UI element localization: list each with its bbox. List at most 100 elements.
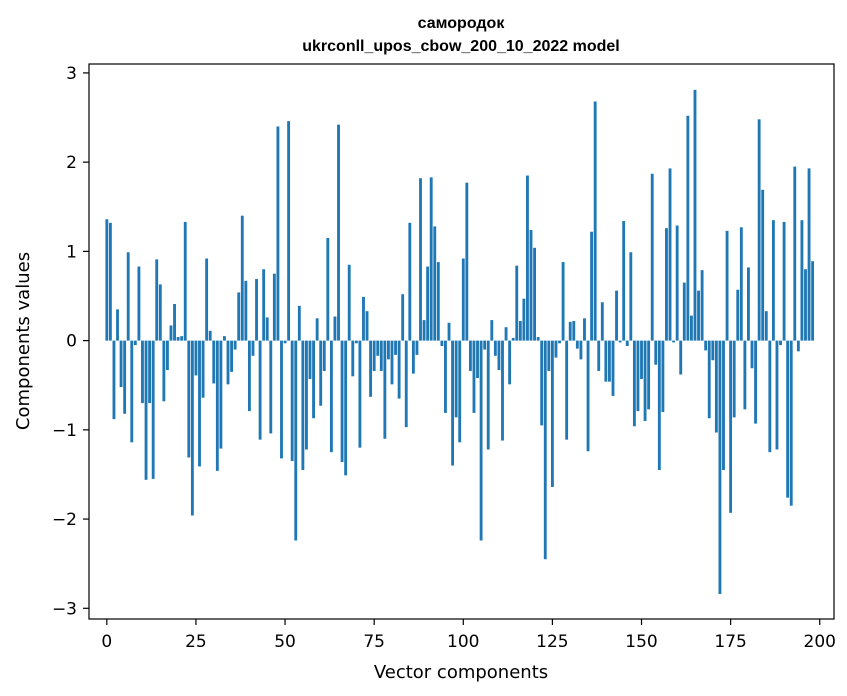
bar [600,302,604,341]
bar [590,231,594,341]
bar [761,189,765,341]
bar [223,336,226,341]
bar [194,340,198,376]
bar [697,290,700,341]
bar [148,340,152,404]
bar [280,340,283,459]
bar [247,340,251,412]
bar [732,340,736,418]
bar [583,318,586,341]
bar [283,340,287,344]
bar [169,325,173,341]
bar [572,320,576,341]
bar [554,340,558,358]
bar [251,340,255,356]
bar [444,340,447,413]
bar [198,340,201,467]
bar [294,340,298,541]
bar [654,340,658,365]
bar [497,340,501,371]
bar [419,178,422,341]
bar-series [105,89,815,595]
bar [650,173,654,341]
y-axis: −3 −2 −1 0 1 2 3 [52,64,89,619]
bar [133,340,137,346]
bar [315,318,319,341]
bar [536,337,540,341]
x-axis-label: Vector components [374,662,548,683]
bar [490,320,494,341]
y-tick-label: −3 [52,599,77,619]
bar [526,175,529,341]
y-tick-label: −2 [52,510,77,530]
bar [372,340,376,371]
bar [226,340,230,385]
bar [518,320,522,341]
bar [447,322,451,341]
bar [579,340,583,360]
bar [436,262,440,341]
bar [707,340,711,419]
bar [219,340,223,449]
bar [722,340,725,470]
bar [458,340,462,443]
bar [433,226,437,341]
bar [750,340,754,369]
bar [711,340,715,361]
bar [262,269,266,341]
bar [561,262,565,341]
bar [411,340,415,374]
bar [804,269,807,341]
bar [657,340,661,470]
bar [486,340,490,450]
bar [643,340,647,421]
bar [661,340,665,412]
bar [693,89,697,341]
y-tick-label: 1 [66,242,77,262]
x-tick-label: 150 [625,632,657,652]
bar [800,220,804,341]
bar [408,222,412,341]
bar [565,340,569,440]
bar [130,340,134,443]
bar [208,330,212,341]
bar [461,258,465,341]
bar [665,228,668,341]
y-tick-label: 3 [66,64,77,84]
x-tick-label: 75 [363,632,385,652]
bar [155,259,159,341]
bar [347,264,351,341]
bar [757,119,761,341]
bar [725,230,729,341]
bar [593,101,597,341]
bar [201,340,205,398]
bar [779,340,782,346]
bar [290,340,294,462]
bar [105,219,109,341]
bar [586,340,590,452]
bar [736,289,740,341]
bar [754,340,757,424]
bar [479,340,483,541]
bar [337,124,340,341]
bar [668,168,672,341]
bar [173,304,176,341]
bar [351,340,355,377]
bar [611,340,615,396]
y-axis-label: Components values [13,252,34,430]
bar [144,340,148,480]
bar [618,340,622,343]
bar [472,340,476,413]
bar [782,221,786,341]
bar [312,340,315,419]
bar [166,340,169,371]
bar [187,340,191,458]
chart-title: самородок [418,15,506,32]
bar [272,273,276,341]
bar [190,340,194,516]
bar [429,177,433,341]
bar [230,340,234,372]
bar [811,261,815,341]
bar [141,340,144,404]
bar [689,315,693,341]
